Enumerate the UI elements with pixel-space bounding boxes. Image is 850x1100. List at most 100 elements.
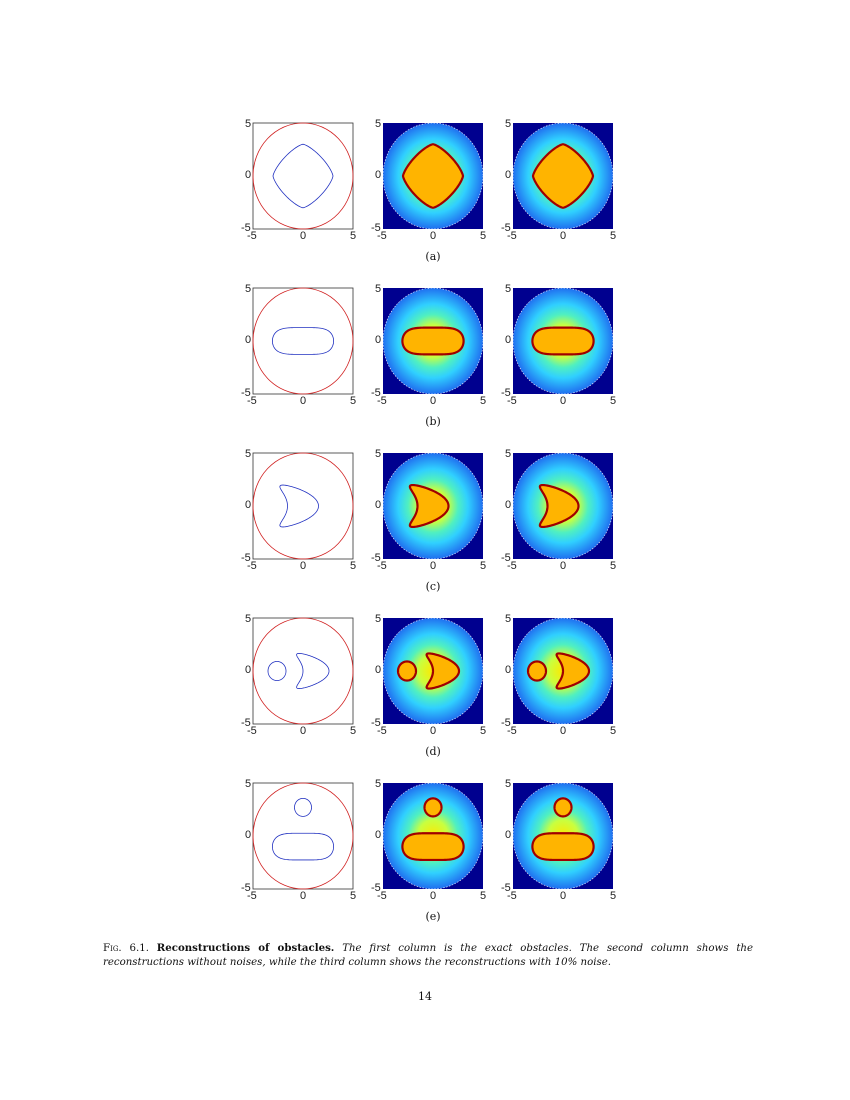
x-tick-label: -5 xyxy=(507,725,517,737)
x-tick-label: 0 xyxy=(430,890,437,902)
reconstructed-obstacle xyxy=(425,652,461,690)
x-tick-label: 0 xyxy=(560,395,567,407)
x-tick-label: 5 xyxy=(610,725,617,737)
caption-text: The first column is the exact obstacles.… xyxy=(103,943,753,968)
y-tick-label: 5 xyxy=(245,118,252,130)
x-tick-label: 5 xyxy=(480,395,487,407)
plot-canvas xyxy=(382,287,484,395)
reconstructed-obstacle xyxy=(555,652,591,690)
y-tick-label: 5 xyxy=(245,283,252,295)
y-tick-label: -5 xyxy=(241,222,251,234)
y-tick-label: 5 xyxy=(375,283,382,295)
figure-row xyxy=(0,782,850,933)
subfigure-label: (b) xyxy=(425,415,441,428)
x-tick-label: -5 xyxy=(377,890,387,902)
x-tick-label: 5 xyxy=(610,395,617,407)
caption-title: Reconstructions of obstacles. xyxy=(156,942,335,954)
y-tick-label: -5 xyxy=(501,717,511,729)
reconstruction-noise-plot xyxy=(512,287,614,395)
plot-canvas xyxy=(382,617,484,725)
exact-obstacle-plot xyxy=(252,122,354,230)
y-tick-label: -5 xyxy=(501,387,511,399)
y-tick-label: 5 xyxy=(375,778,382,790)
x-tick-label: -5 xyxy=(377,560,387,572)
exact-obstacle-plot xyxy=(252,452,354,560)
x-tick-label: 0 xyxy=(300,890,307,902)
reconstruction-no-noise-plot xyxy=(382,452,484,560)
x-tick-label: 5 xyxy=(350,395,357,407)
y-tick-label: 5 xyxy=(505,613,512,625)
y-tick-label: 0 xyxy=(375,334,382,346)
y-tick-label: 0 xyxy=(245,829,252,841)
reconstruction-no-noise-plot xyxy=(382,617,484,725)
x-tick-label: 0 xyxy=(300,560,307,572)
caption-figure-label: Fig. 6.1. xyxy=(103,943,149,954)
x-tick-label: 5 xyxy=(610,230,617,242)
x-tick-label: -5 xyxy=(247,725,257,737)
figure-row xyxy=(0,122,850,273)
x-tick-label: 0 xyxy=(430,230,437,242)
reconstructed-obstacle xyxy=(531,143,595,209)
axes-box xyxy=(252,122,354,230)
reconstructed-obstacle xyxy=(408,483,450,529)
x-tick-label: 0 xyxy=(560,725,567,737)
x-tick-label: 0 xyxy=(300,395,307,407)
x-tick-label: -5 xyxy=(507,395,517,407)
x-tick-label: -5 xyxy=(377,725,387,737)
plot-canvas xyxy=(382,782,484,890)
figure-row xyxy=(0,452,850,603)
plot-canvas xyxy=(252,122,354,230)
plot-canvas xyxy=(512,782,614,890)
y-tick-label: -5 xyxy=(241,882,251,894)
axes-box xyxy=(252,287,354,395)
exact-obstacle-plot xyxy=(252,617,354,725)
x-tick-label: 5 xyxy=(350,725,357,737)
y-tick-label: 5 xyxy=(375,448,382,460)
plot-canvas xyxy=(252,617,354,725)
y-tick-label: 5 xyxy=(505,283,512,295)
y-tick-label: -5 xyxy=(501,882,511,894)
y-tick-label: 0 xyxy=(375,169,382,181)
x-tick-label: -5 xyxy=(507,230,517,242)
x-tick-label: 0 xyxy=(560,890,567,902)
y-tick-label: 0 xyxy=(375,829,382,841)
y-tick-label: -5 xyxy=(501,222,511,234)
x-tick-label: -5 xyxy=(507,890,517,902)
reconstructed-obstacle xyxy=(401,832,465,862)
plot-canvas xyxy=(382,452,484,560)
plot-canvas xyxy=(512,617,614,725)
y-tick-label: 0 xyxy=(375,664,382,676)
y-tick-label: -5 xyxy=(501,552,511,564)
y-tick-label: 5 xyxy=(375,118,382,130)
boundary-circle xyxy=(252,122,354,230)
obstacle-curve xyxy=(267,661,287,681)
reconstructed-obstacle xyxy=(423,797,443,818)
x-tick-label: -5 xyxy=(247,890,257,902)
y-tick-label: 0 xyxy=(505,499,512,511)
reconstructed-obstacle xyxy=(401,326,465,356)
y-tick-label: 0 xyxy=(505,829,512,841)
x-tick-label: 5 xyxy=(480,230,487,242)
x-tick-label: -5 xyxy=(247,395,257,407)
x-tick-label: 5 xyxy=(610,890,617,902)
figure-caption: Fig. 6.1. Reconstructions of obstacles. … xyxy=(103,941,753,970)
x-tick-label: 5 xyxy=(480,560,487,572)
y-tick-label: 5 xyxy=(505,448,512,460)
boundary-circle xyxy=(252,452,354,560)
reconstruction-no-noise-plot xyxy=(382,782,484,890)
x-tick-label: 0 xyxy=(300,230,307,242)
y-tick-label: 0 xyxy=(245,169,252,181)
axes-box xyxy=(252,452,354,560)
axes-box xyxy=(252,782,354,890)
y-tick-label: 0 xyxy=(505,664,512,676)
plot-canvas xyxy=(252,782,354,890)
plot-canvas xyxy=(512,287,614,395)
y-tick-label: 0 xyxy=(245,499,252,511)
subfigure-label: (c) xyxy=(425,580,441,593)
exact-obstacle-plot xyxy=(252,287,354,395)
y-tick-label: -5 xyxy=(371,882,381,894)
y-tick-label: -5 xyxy=(371,717,381,729)
subfigure-label: (d) xyxy=(425,745,441,758)
x-tick-label: 5 xyxy=(350,230,357,242)
x-tick-label: 0 xyxy=(560,560,567,572)
